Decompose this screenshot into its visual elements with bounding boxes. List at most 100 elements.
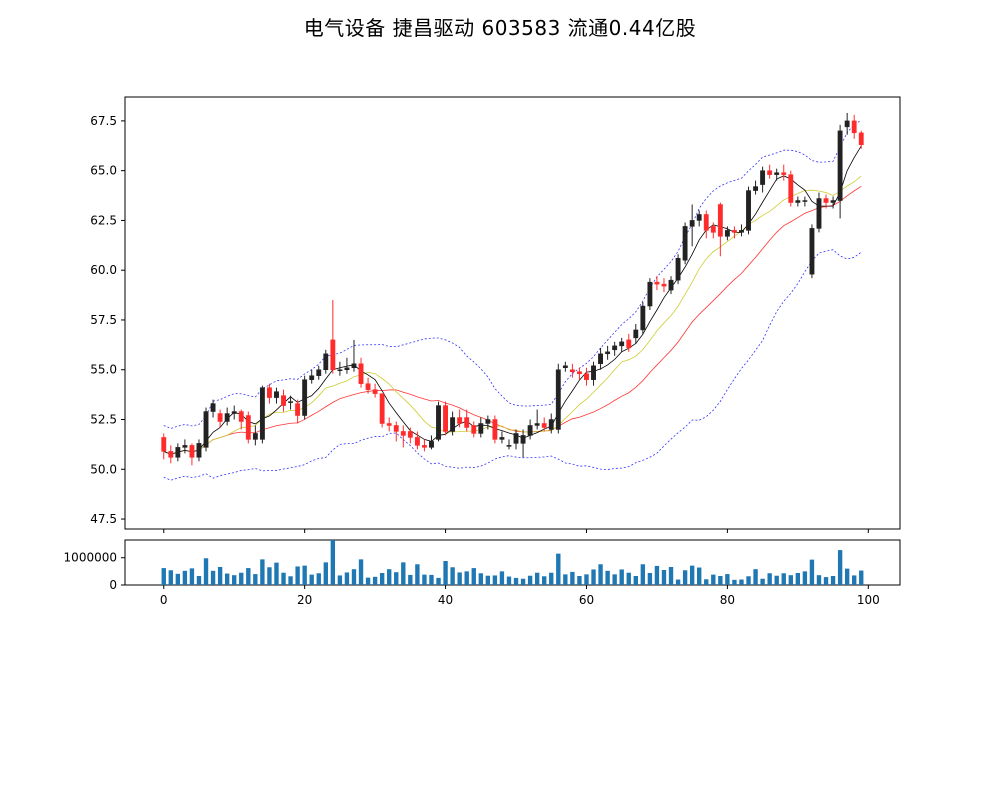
- volume-bar: [450, 567, 455, 585]
- volume-bar: [365, 577, 371, 585]
- volume-bar: [837, 550, 843, 585]
- volume-bar: [725, 574, 730, 585]
- candle-body: [386, 423, 392, 426]
- candle-body: [682, 226, 688, 261]
- candle-body: [266, 387, 272, 398]
- candle-body: [288, 401, 294, 403]
- volume-bar: [471, 568, 476, 585]
- volume-bar: [823, 577, 829, 585]
- x-tick-label: 40: [438, 593, 453, 607]
- volume-panel: 0 1000000: [64, 539, 901, 592]
- candle-body: [436, 405, 441, 440]
- volume-bar: [457, 572, 462, 585]
- volume-bar: [379, 573, 385, 585]
- candle-body: [337, 369, 343, 371]
- volume-frame: [124, 539, 901, 586]
- candle-body: [330, 339, 336, 370]
- volume-bar: [760, 578, 765, 585]
- candle-body: [302, 379, 308, 416]
- volume-bar: [478, 573, 483, 585]
- volume-bar: [654, 565, 660, 585]
- ma-long-line: [163, 185, 862, 455]
- candle-body: [724, 230, 730, 237]
- candle-body: [654, 281, 660, 285]
- price-tick-label: 65.0: [90, 164, 117, 178]
- volume-bar: [852, 575, 857, 585]
- volume-bar: [224, 573, 230, 585]
- volume-bar: [161, 568, 166, 585]
- candle-body: [513, 433, 519, 444]
- candle-body: [450, 417, 456, 432]
- volume-bar: [795, 573, 801, 585]
- volume-bar: [534, 572, 540, 585]
- candle-body: [830, 200, 836, 203]
- volume-bar: [401, 562, 406, 585]
- candle-body: [189, 445, 195, 458]
- candle-body: [703, 214, 709, 231]
- volume-bar: [210, 570, 216, 585]
- volume-bar: [274, 562, 279, 585]
- volume-bar: [316, 573, 321, 585]
- volume-tick-label: 0: [109, 578, 117, 592]
- volume-bar: [492, 575, 498, 585]
- candle-body: [668, 279, 674, 291]
- candle-body: [837, 130, 843, 201]
- candle-body: [365, 383, 371, 390]
- candle-body: [400, 431, 406, 436]
- volume-bar: [633, 576, 638, 585]
- volume-bar: [394, 572, 399, 585]
- volume-bar: [203, 558, 209, 585]
- price-tick-label: 62.5: [90, 213, 117, 227]
- volume-bar: [697, 567, 702, 585]
- volume-bar: [358, 559, 364, 585]
- candle-body: [478, 423, 484, 434]
- volume-bar: [640, 564, 646, 585]
- candle-body: [731, 230, 737, 233]
- volume-bar: [175, 573, 181, 585]
- candle-body: [527, 425, 533, 436]
- volume-bar: [408, 574, 413, 585]
- price-tick-label: 67.5: [90, 114, 117, 128]
- volume-bar: [323, 562, 328, 585]
- price-tick-label: 57.5: [90, 313, 117, 327]
- candle-body: [598, 353, 604, 365]
- price-tick-label: 52.5: [90, 413, 117, 427]
- candle-body: [471, 425, 477, 434]
- volume-bar: [859, 570, 864, 585]
- candle-body: [612, 345, 618, 351]
- candle-body: [555, 369, 561, 430]
- candle-body: [485, 419, 491, 424]
- volume-bar: [485, 575, 491, 585]
- candle-body: [316, 369, 322, 376]
- volume-bar: [781, 573, 786, 585]
- candle-body: [788, 174, 794, 203]
- candle-body: [591, 365, 596, 380]
- volume-bar: [802, 571, 808, 585]
- x-tick-label: 80: [720, 593, 735, 607]
- volume-bar: [189, 568, 195, 585]
- volume-bar: [422, 574, 427, 585]
- volume-bar: [344, 572, 350, 585]
- candle-body: [520, 435, 526, 444]
- candle-body: [548, 419, 554, 430]
- volume-bar: [464, 571, 469, 585]
- candle-body: [457, 417, 463, 424]
- volume-bar: [253, 574, 258, 585]
- ma-mid-line: [163, 175, 862, 455]
- price-tick-label: 55.0: [90, 363, 117, 377]
- volume-bar: [513, 577, 519, 585]
- candle-body: [252, 433, 258, 440]
- candle-body: [809, 228, 815, 275]
- candle-body: [358, 363, 364, 384]
- price-panel: 47.5 50.0 52.5 55.0 57.5 60.0 62.5 65.0 67.5: [90, 96, 901, 530]
- candle-body: [506, 445, 512, 447]
- volume-bar: [830, 576, 836, 585]
- volume-bar: [436, 577, 441, 585]
- candle-body: [168, 451, 174, 458]
- candle-body: [619, 341, 625, 347]
- volume-bar: [605, 570, 610, 585]
- candle-body: [351, 363, 357, 368]
- volume-bar: [542, 576, 547, 585]
- candle-body: [774, 172, 780, 175]
